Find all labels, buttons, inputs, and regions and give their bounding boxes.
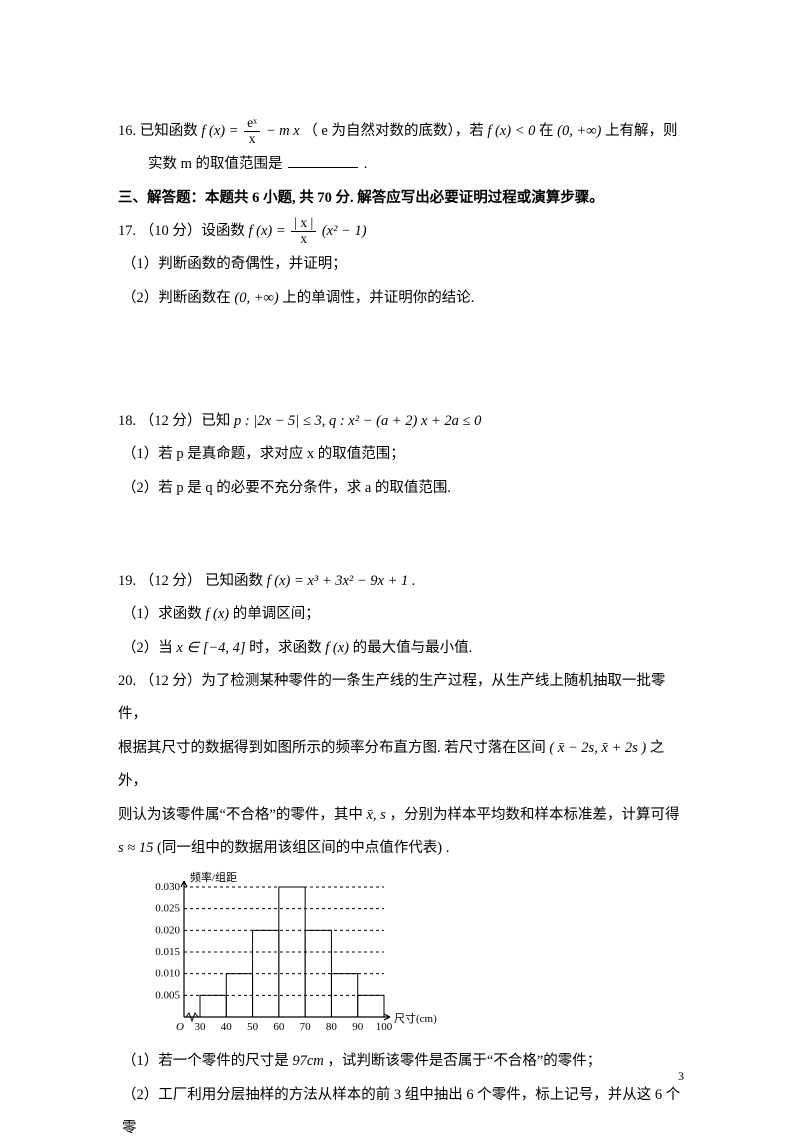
svg-text:0.020: 0.020 — [155, 925, 180, 937]
q19-part1b: 的单调区间； — [233, 606, 320, 622]
q18-number: 18. — [118, 413, 136, 429]
svg-text:70: 70 — [300, 1021, 312, 1033]
q17-rest: (x² − 1) — [322, 223, 367, 239]
q17-number: 17. — [118, 223, 136, 239]
svg-text:O: O — [176, 1021, 184, 1033]
q17-part2a: （2）判断函数在 — [122, 290, 234, 306]
q16-text1a: 已知函数 — [140, 123, 202, 139]
q18-part1: （1）若 p 是真命题，求对应 x 的取值范围； — [118, 438, 684, 471]
q19-part2b: 时，求函数 — [249, 640, 325, 656]
q16-frac-num: eˣ — [244, 116, 260, 132]
svg-text:100: 100 — [376, 1021, 393, 1033]
q16-minus-mx: − m x — [262, 123, 300, 139]
svg-text:40: 40 — [221, 1021, 233, 1033]
svg-text:90: 90 — [352, 1021, 364, 1033]
q18-part2: （2）若 p 是 q 的必要不充分条件，求 a 的取值范围. — [118, 472, 684, 505]
q16-text1c: （ e 为自然对数的底数），若 — [303, 123, 487, 139]
q19-part1a: （1）求函数 — [122, 606, 205, 622]
q18-pts: （12 分）已知 — [140, 413, 234, 429]
q17-pts: （10 分）设函数 — [140, 223, 249, 239]
svg-text:尺寸(cm): 尺寸(cm) — [394, 1011, 437, 1025]
q16-text1d: 在 — [539, 123, 557, 139]
q20-text4a: s ≈ 15 — [118, 840, 153, 856]
svg-text:0.015: 0.015 — [155, 946, 180, 958]
q20-text1: （12 分）为了检测某种零件的一条生产线的生产过程，从生产线上随机抽取一批零件， — [118, 673, 665, 722]
svg-text:30: 30 — [195, 1021, 207, 1033]
q19-part2x: x ∈ [−4, 4] — [176, 640, 245, 656]
q17-part1: （1）判断函数的奇偶性，并证明； — [118, 248, 684, 281]
q17-frac-num: | x | — [291, 216, 316, 232]
q20-text2a: 根据其尺寸的数据得到如图所示的频率分布直方图. 若尺寸落在区间 — [118, 740, 549, 756]
q19-number: 19. — [118, 573, 136, 589]
histogram-chart: 频率/组距 0.005 0.010 0.015 0.020 0.025 0.030 30 40 5… — [118, 869, 684, 1039]
q20-part1a: （1）若一个零件的尺寸是 — [122, 1053, 292, 1069]
svg-text:60: 60 — [273, 1021, 285, 1033]
q17-frac-den: x — [291, 232, 316, 247]
svg-text:0.025: 0.025 — [155, 903, 180, 915]
q19-part2f: f (x) — [325, 640, 349, 656]
q17-fx: f (x) = — [249, 223, 286, 239]
q17-part2-int: (0, +∞) — [234, 290, 278, 306]
q16-fx2: f (x) < 0 — [487, 123, 535, 139]
q20-text2int: ( x̄ − 2s, x̄ + 2s ) — [549, 740, 646, 756]
q20-text4b: (同一组中的数据用该组区间的中点值作代表) . — [157, 840, 449, 856]
svg-text:0.010: 0.010 — [155, 968, 180, 980]
page-number: 3 — [678, 1063, 684, 1091]
q19-expr: f (x) = x³ + 3x² − 9x + 1 . — [267, 573, 416, 589]
q16-number: 16. — [118, 123, 136, 139]
q20-part1b: ，试判断该零件是否属于“不合格”的零件； — [327, 1053, 601, 1069]
q20-part1v: 97cm — [292, 1053, 323, 1069]
q16-blank[interactable] — [288, 153, 358, 169]
q20-number: 20. — [118, 673, 136, 689]
q19-part2c: 的最大值与最小值. — [353, 640, 473, 656]
svg-text:0.030: 0.030 — [155, 881, 180, 893]
q16-interval: (0, +∞) — [557, 123, 601, 139]
q16-frac: eˣ x — [244, 116, 260, 147]
q20-part2: （2）工厂利用分层抽样的方法从样本的前 3 组中抽出 6 个零件，标上记号，并从… — [118, 1079, 684, 1145]
svg-text:50: 50 — [247, 1021, 258, 1033]
q16-text2a: 实数 m 的取值范围是 — [148, 156, 283, 172]
q16-fx: f (x) = — [201, 123, 238, 139]
section3-heading: 三、解答题：本题共 6 小题, 共 70 分. 解答应写出必要证明过程或演算步骤… — [118, 182, 684, 215]
q20-text3b: ，分别为样本平均数和样本标准差，计算可得 — [389, 807, 679, 823]
q19-part1f: f (x) — [205, 606, 229, 622]
q16-frac-den: x — [244, 132, 260, 147]
q17-part2b: 上的单调性，并证明你的结论. — [282, 290, 474, 306]
svg-text:0.005: 0.005 — [155, 990, 180, 1002]
q19-part2a: （2）当 — [122, 640, 176, 656]
svg-text:80: 80 — [326, 1021, 338, 1033]
q18-expr: p : |2x − 5| ≤ 3, q : x² − (a + 2) x + 2… — [234, 413, 481, 429]
svg-text:频率/组距: 频率/组距 — [190, 870, 237, 884]
q20-text3a: 则认为该零件属“不合格”的零件，其中 — [118, 807, 367, 823]
q16-text2b: . — [364, 156, 368, 172]
q19-pts: （12 分） 已知函数 — [140, 573, 267, 589]
q20-text3xs: x̄, s — [367, 807, 386, 823]
q17-frac: | x | x — [291, 216, 316, 247]
q16-text1e: 上有解，则 — [605, 123, 678, 139]
